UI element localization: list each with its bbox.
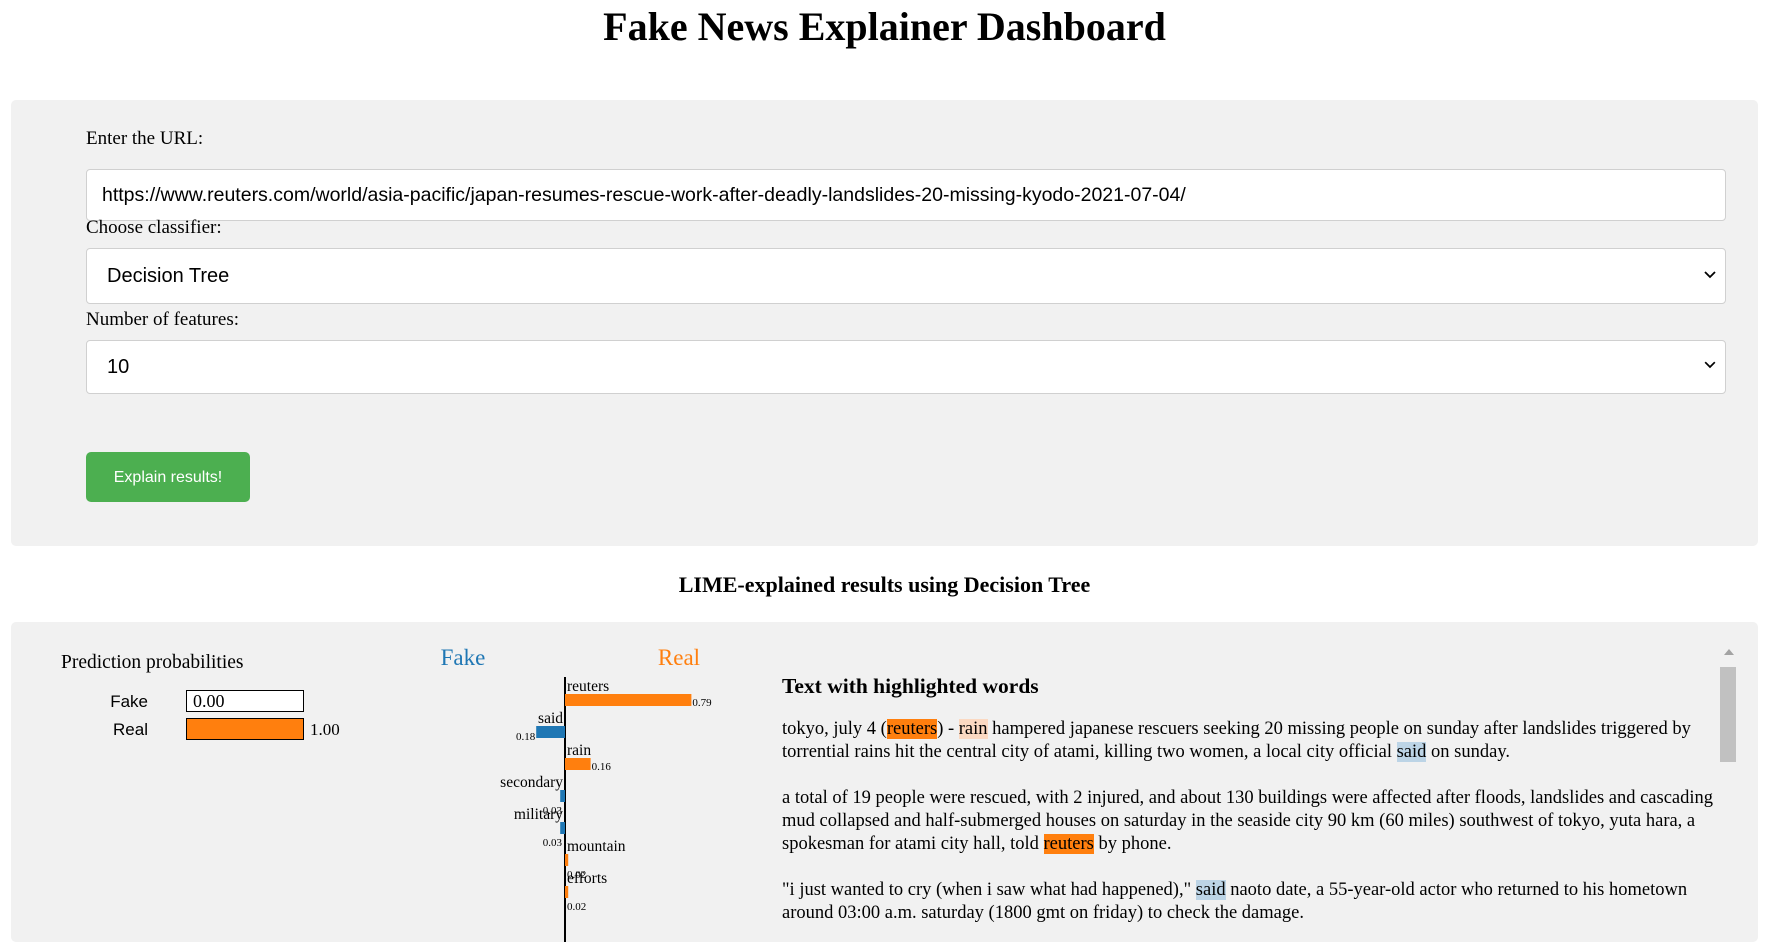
feature-value-said: 0.18 — [516, 731, 536, 743]
feature-bar-said — [536, 726, 565, 738]
feature-value-efforts: 0.02 — [567, 901, 586, 913]
prob-value-real: 1.00 — [310, 720, 340, 739]
prob-row-fake: Fake 0.00 — [11, 690, 341, 714]
feature-bar-reuters — [565, 694, 692, 706]
text-paragraph: "i just wanted to cry (when i saw what h… — [782, 880, 1688, 923]
feature-label-said: said — [538, 710, 563, 727]
scrollbar-thumb[interactable] — [1720, 667, 1736, 762]
feature-value-secondary: 0.03 — [543, 805, 563, 817]
text-paragraph: a total of 19 people were rescued, with … — [782, 788, 1714, 854]
classifier-label: Choose classifier: — [86, 217, 222, 238]
highlight-said: said — [1195, 880, 1226, 900]
prob-bar-fake: 0.00 — [186, 690, 304, 712]
features-label: Number of features: — [86, 309, 239, 330]
text-panel-title: Text with highlighted words — [782, 674, 1039, 698]
feature-bar-military — [560, 822, 565, 834]
chevron-down-icon — [1704, 361, 1716, 369]
feature-value-reuters: 0.79 — [692, 697, 712, 709]
classifier-select[interactable]: Decision Tree — [86, 248, 1726, 304]
prob-fill-real — [187, 719, 303, 739]
url-label: Enter the URL: — [86, 128, 204, 149]
classifier-select-value: Decision Tree — [107, 265, 230, 287]
features-select-value: 10 — [107, 356, 130, 378]
text-scrollbar[interactable] — [1717, 647, 1739, 942]
feature-value-mountain: 0.02 — [567, 869, 586, 881]
highlight-rain: rain — [958, 719, 988, 739]
highlighted-text: tokyo, july 4 (reuters) - rain hampered … — [782, 718, 1717, 942]
page-title: Fake News Explainer Dashboard — [603, 4, 1166, 49]
feature-label-efforts: efforts — [567, 870, 607, 887]
feature-bar-efforts — [565, 886, 569, 898]
results-heading: LIME-explained results using Decision Tr… — [678, 572, 1091, 597]
feature-value-military: 0.03 — [543, 837, 563, 849]
feature-bar-secondary — [560, 790, 565, 802]
feature-label-rain: rain — [567, 742, 591, 759]
highlight-said: said — [1396, 742, 1427, 762]
feature-bar-mountain — [565, 854, 569, 866]
chevron-down-icon — [1704, 271, 1716, 279]
prediction-probabilities-title: Prediction probabilities — [61, 652, 244, 673]
prob-value-fake: 0.00 — [193, 691, 225, 711]
prob-label-fake: Fake — [110, 692, 148, 711]
scroll-up-arrow-icon[interactable] — [1724, 649, 1734, 655]
prob-bar-real — [186, 718, 304, 740]
form-panel: Enter the URL: Choose classifier: Decisi… — [11, 100, 1758, 546]
feature-label-mountain: mountain — [567, 838, 626, 855]
chart-class-label-fake: Fake — [441, 645, 486, 670]
results-panel: Prediction probabilities Fake 0.00 Real … — [11, 622, 1758, 942]
highlight-reuters: reuters — [886, 719, 938, 739]
feature-label-reuters: reuters — [567, 678, 609, 695]
highlight-reuters: reuters — [1043, 834, 1094, 854]
prob-label-real: Real — [113, 720, 148, 739]
text-paragraph: tokyo, july 4 (reuters) - rain hampered … — [782, 719, 1691, 762]
feature-label-secondary: secondary — [500, 774, 563, 791]
chart-class-label-real: Real — [658, 645, 700, 670]
url-input[interactable] — [86, 169, 1726, 221]
features-select[interactable]: 10 — [86, 340, 1726, 394]
prob-row-real: Real 1.00 — [11, 718, 341, 742]
feature-value-rain: 0.16 — [592, 761, 612, 773]
feature-label-military: military — [514, 806, 563, 823]
feature-bar-rain — [565, 758, 591, 770]
explain-results-button[interactable]: Explain results! — [86, 452, 250, 502]
